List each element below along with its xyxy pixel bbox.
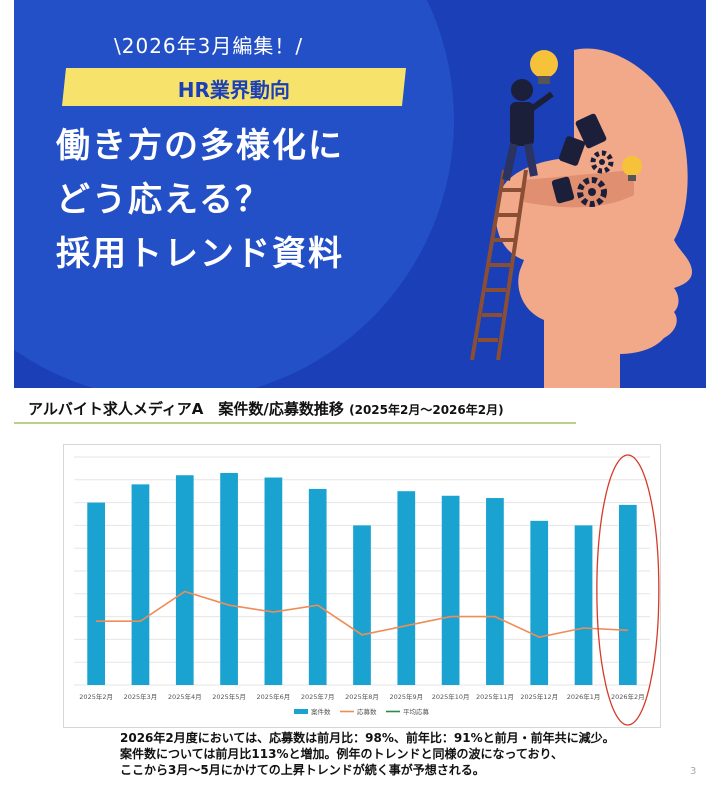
legend-label: 応募数 xyxy=(357,707,377,716)
bar xyxy=(308,488,327,685)
hero-title-line-1: 働き方の多様化に xyxy=(56,126,344,166)
legend-label: 案件数 xyxy=(311,707,331,716)
x-tick-label: 2025年3月 xyxy=(124,692,158,701)
x-tick-label: 2025年10月 xyxy=(432,692,470,701)
bar xyxy=(264,477,283,685)
bar xyxy=(131,484,150,685)
x-tick-label: 2025年8月 xyxy=(345,692,379,701)
book-icon xyxy=(559,136,585,166)
gear-icon xyxy=(577,177,607,207)
note-line-1: 2026年2月度においては、応募数は前月比：98%、前年比：91%と前月・前年共… xyxy=(120,731,615,745)
note-line-3: ここから3月～5月にかけての上昇トレンドが続く事が予想される。 xyxy=(120,763,485,777)
ladder xyxy=(470,169,528,361)
bar xyxy=(175,475,194,685)
lightbulb-icon xyxy=(622,156,642,181)
bar xyxy=(220,472,238,685)
combo-chart: 2025年2月 2025年3月 2025年4月 2025年5月 2025年6月 2025年… xyxy=(74,454,660,726)
x-tick-label: 2026年2月 xyxy=(611,692,645,701)
chart-bars xyxy=(87,472,637,685)
head-shape xyxy=(495,48,692,388)
chart-section-title: アルバイト求人メディアA 案件数/応募数推移 (2025年2月～2026年2月) xyxy=(28,398,504,419)
highlight-ellipse xyxy=(596,454,660,726)
chart-section-title-text: アルバイト求人メディアA 案件数/応募数推移 xyxy=(28,400,344,418)
bar xyxy=(397,491,416,685)
head-ladder-illustration xyxy=(470,48,692,388)
book-icon xyxy=(575,113,607,149)
x-tick-label: 2025年12月 xyxy=(520,692,558,701)
series-line xyxy=(96,590,628,638)
hero-date-label: \2026年3月編集！/ xyxy=(114,34,304,58)
x-tick-label: 2025年11月 xyxy=(476,692,514,701)
chart-x-labels: 2025年2月 2025年3月 2025年4月 2025年5月 2025年6月 2025年… xyxy=(79,692,644,701)
legend-label: 平均応募 xyxy=(403,707,430,716)
chart-frame: 2025年2月 2025年3月 2025年4月 2025年5月 2025年6月 2025年… xyxy=(63,444,661,728)
x-tick-label: 2025年5月 xyxy=(212,692,246,701)
x-tick-label: 2025年4月 xyxy=(168,692,202,701)
analysis-note: 2026年2月度においては、応募数は前月比：98%、前年比：91%と前月・前年共… xyxy=(120,730,615,778)
gear-icon xyxy=(590,150,614,174)
bar xyxy=(530,520,549,685)
hero-banner: \2026年3月編集！/ HR業界動向 働き方の多様化に どう応える？ 採用トレ… xyxy=(14,0,706,388)
bar xyxy=(87,502,106,685)
bar xyxy=(486,498,504,685)
section-divider xyxy=(14,422,576,424)
chart-line xyxy=(96,590,628,638)
bar xyxy=(353,525,371,685)
chart-highlight xyxy=(596,454,660,726)
x-tick-label: 2025年6月 xyxy=(257,692,291,701)
page-number: 3 xyxy=(690,766,697,777)
legend-swatch xyxy=(294,709,308,714)
bar xyxy=(618,504,637,685)
x-tick-label: 2025年2月 xyxy=(79,692,113,701)
chart-legend: 案件数 応募数 平均応募 xyxy=(294,707,430,716)
x-tick-label: 2026年1月 xyxy=(567,692,601,701)
hero-tag: HR業界動向 xyxy=(62,68,406,106)
hero-title-line-3: 採用トレンド資料 xyxy=(56,234,344,274)
note-line-2: 案件数については前月比113%と増加。例年のトレンドと同様の波になっており、 xyxy=(120,747,564,761)
hero-title-line-2: どう応える？ xyxy=(56,180,271,220)
x-tick-label: 2025年9月 xyxy=(389,692,423,701)
lightbulb-icon xyxy=(530,50,558,84)
chart-section-range: (2025年2月～2026年2月) xyxy=(349,403,504,417)
x-tick-label: 2025年7月 xyxy=(301,692,335,701)
person-figure xyxy=(502,79,554,181)
book-icon xyxy=(551,176,575,204)
hero-tag-label: HR業界動向 xyxy=(177,78,290,102)
bar xyxy=(574,525,593,685)
bar xyxy=(441,495,460,685)
